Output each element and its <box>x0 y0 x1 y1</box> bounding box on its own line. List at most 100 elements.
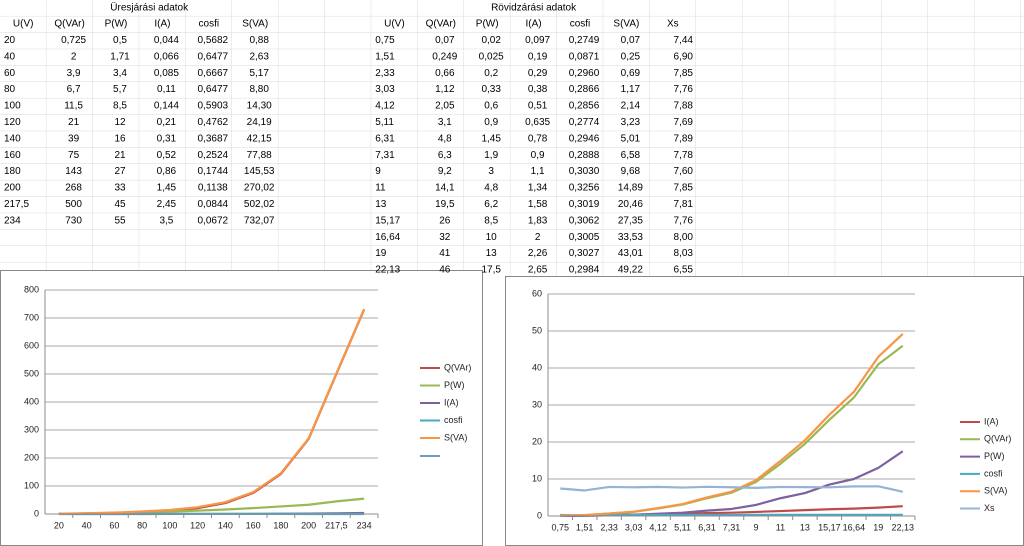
table-cell: 3,03 <box>375 84 395 95</box>
y-tick-label: 300 <box>24 424 39 434</box>
table-title: Üresjárási adatok <box>110 2 189 14</box>
legend-label: P(W) <box>984 451 1005 461</box>
x-tick-label: 16,64 <box>843 522 866 532</box>
x-tick-label: 20 <box>54 520 64 530</box>
x-tick-label: 3,03 <box>625 522 643 532</box>
column-header: I(A) <box>154 19 170 30</box>
table-cell: 145,53 <box>244 166 275 177</box>
column-header: Xs <box>667 19 679 30</box>
table-cell: 0,635 <box>525 117 550 128</box>
table-cell: 0,66 <box>435 68 455 79</box>
table-cell: 0,2866 <box>569 84 600 95</box>
table-cell: 2,65 <box>528 265 548 276</box>
table-cell: 11,5 <box>64 101 83 112</box>
table-cell: 2,14 <box>621 101 641 112</box>
table-cell: 6,58 <box>621 150 641 161</box>
table-cell: 10 <box>486 232 498 243</box>
table-cell: 46 <box>439 265 451 276</box>
table-cell: 0,097 <box>525 35 550 46</box>
table-cell: 8,00 <box>674 232 694 243</box>
table-cell: 15,17 <box>375 215 400 226</box>
table-cell: 2,63 <box>249 51 269 62</box>
y-tick-label: 100 <box>24 480 39 490</box>
table-cell: 8,03 <box>674 248 694 259</box>
table-cell: 1,71 <box>110 51 130 62</box>
table-cell: 77,88 <box>247 150 272 161</box>
table-cell: 100 <box>4 101 21 112</box>
table-cell: 16 <box>114 133 126 144</box>
table-cell: 7,31 <box>375 150 395 161</box>
table-cell: 0,31 <box>157 133 177 144</box>
table-cell: 4,12 <box>375 101 395 112</box>
table-cell: 7,76 <box>674 84 694 95</box>
y-tick-label: 200 <box>24 452 39 462</box>
table-cell: 7,69 <box>674 117 694 128</box>
x-tick-label: 11 <box>776 522 785 532</box>
x-tick-label: 234 <box>357 520 372 530</box>
table-cell: 5,7 <box>113 84 127 95</box>
legend-label: P(W) <box>444 380 465 390</box>
table-cell: 0,066 <box>154 51 179 62</box>
table-cell: 43,01 <box>618 248 643 259</box>
table-cell: 3,4 <box>113 68 127 79</box>
table-cell: 0,0672 <box>198 215 229 226</box>
table-cell: 0,725 <box>61 35 86 46</box>
x-tick-label: 180 <box>273 520 288 530</box>
y-tick-label: 50 <box>532 325 542 335</box>
table-cell: 0,144 <box>154 101 179 112</box>
table-cell: 143 <box>65 166 82 177</box>
table-cell: 7,85 <box>674 68 694 79</box>
x-tick-label: 15,17 <box>818 522 841 532</box>
y-tick-label: 0 <box>34 508 39 518</box>
table-cell: 5,01 <box>621 133 641 144</box>
y-tick-label: 60 <box>532 288 542 298</box>
table-cell: 22,13 <box>375 265 400 276</box>
table-cell: 1,9 <box>484 150 498 161</box>
legend-label: S(VA) <box>984 486 1007 496</box>
y-tick-label: 600 <box>24 340 39 350</box>
table-cell: 0,2774 <box>569 117 600 128</box>
table-cell: 0,1744 <box>198 166 229 177</box>
table-cell: 0,6 <box>484 101 498 112</box>
table-cell: 8,80 <box>249 84 269 95</box>
table-cell: 13 <box>486 248 498 259</box>
y-tick-label: 800 <box>24 284 39 294</box>
table-cell: 7,60 <box>674 166 694 177</box>
table-cell: 0,07 <box>435 35 455 46</box>
column-header: U(V) <box>13 19 34 30</box>
table-cell: 1,45 <box>157 183 177 194</box>
table-cell: 234 <box>4 215 21 226</box>
table-cell: 9,68 <box>621 166 641 177</box>
series-line <box>560 485 904 493</box>
table-cell: 0,044 <box>154 35 179 46</box>
table-cell: 0,9 <box>484 117 498 128</box>
x-tick-label: 4,12 <box>649 522 667 532</box>
x-tick-label: 120 <box>190 520 205 530</box>
table-cell: 0,3030 <box>569 166 600 177</box>
table-cell: 0,29 <box>528 68 548 79</box>
table-cell: 21 <box>114 150 126 161</box>
table-cell: 7,85 <box>674 183 694 194</box>
table-cell: 0,2 <box>484 68 498 79</box>
legend-label: cosfi <box>444 415 463 425</box>
table-cell: 180 <box>4 166 21 177</box>
table-cell: 0,88 <box>249 35 269 46</box>
column-header: Q(VAr) <box>54 19 84 30</box>
x-tick-label: 7,31 <box>723 522 741 532</box>
table-cell: 270,02 <box>244 183 275 194</box>
table-cell: 32 <box>439 232 451 243</box>
x-tick-label: 6,31 <box>698 522 716 532</box>
table-cell: 27 <box>114 166 126 177</box>
table-cell: 26 <box>439 215 451 226</box>
table-cell: 120 <box>4 117 21 128</box>
table-cell: 0,02 <box>481 35 501 46</box>
x-tick-label: 200 <box>301 520 316 530</box>
table-cell: 0,38 <box>528 84 548 95</box>
table-cell: 217,5 <box>4 199 29 210</box>
table-cell: 0,6477 <box>198 51 229 62</box>
table-cell: 0,085 <box>154 68 179 79</box>
table-cell: 0,3062 <box>569 215 600 226</box>
table-cell: 7,78 <box>674 150 694 161</box>
table-cell: 24,19 <box>247 117 272 128</box>
legend-label: Q(VAr) <box>444 362 471 372</box>
